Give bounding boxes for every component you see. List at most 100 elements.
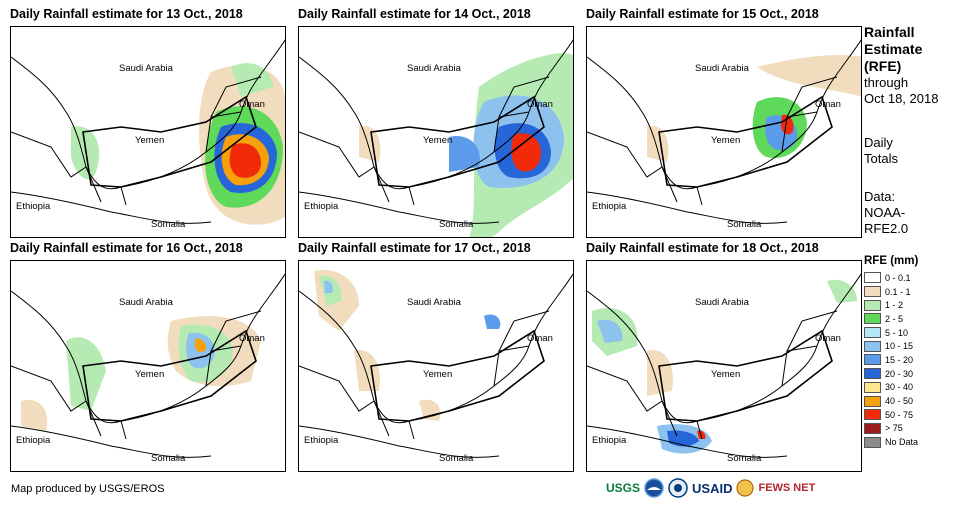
map-panel-16-oct: Daily Rainfall estimate for 16 Oct., 201… xyxy=(10,240,290,472)
label-ethiopia: Ethiopia xyxy=(592,201,627,212)
label-somalia: Somalia xyxy=(439,453,474,464)
map-frame: Saudi Arabia Oman Yemen Ethiopia Somalia xyxy=(298,26,574,238)
rainfall-map xyxy=(587,39,861,224)
side-through: through xyxy=(864,75,909,90)
label-saudi-arabia: Saudi Arabia xyxy=(407,63,461,74)
legend-label: 20 - 30 xyxy=(885,368,914,379)
legend: RFE (mm) 0 - 0.1 0.1 - 1 1 - 2 2 - 5 5 - 10 1… xyxy=(864,255,918,449)
legend-label: 0.1 - 1 xyxy=(885,286,911,297)
rainfall-map xyxy=(299,270,573,458)
label-ethiopia: Ethiopia xyxy=(16,435,51,446)
panel-title: Daily Rainfall estimate for 15 Oct., 201… xyxy=(586,7,819,21)
rainfall-map xyxy=(11,39,285,225)
label-yemen: Yemen xyxy=(711,369,741,380)
legend-item: 2 - 5 xyxy=(864,312,918,326)
legend-swatch xyxy=(864,381,881,393)
rainfall-overlay xyxy=(359,53,573,237)
label-oman: Oman xyxy=(527,99,553,110)
legend-swatch xyxy=(864,368,881,380)
legend-label: 40 - 50 xyxy=(885,396,914,407)
label-somalia: Somalia xyxy=(151,453,186,464)
legend-item: 0 - 0.1 xyxy=(864,271,918,285)
label-saudi-arabia: Saudi Arabia xyxy=(695,297,749,308)
label-saudi-arabia: Saudi Arabia xyxy=(119,63,173,74)
label-saudi-arabia: Saudi Arabia xyxy=(407,297,461,308)
side-data-line3: RFE2.0 xyxy=(864,221,909,236)
legend-title: RFE (mm) xyxy=(864,255,919,267)
label-somalia: Somalia xyxy=(727,219,762,230)
yemen-border xyxy=(370,329,545,422)
legend-label: 2 - 5 xyxy=(885,313,904,324)
label-oman: Oman xyxy=(815,333,841,344)
side-title-line1: Rainfall xyxy=(864,24,915,40)
legend-rows: 0 - 0.1 0.1 - 1 1 - 2 2 - 5 5 - 10 10 - 15 15 … xyxy=(864,271,918,449)
legend-swatch xyxy=(864,299,881,311)
panel-title: Daily Rainfall estimate for 14 Oct., 201… xyxy=(298,7,531,21)
map-frame: Saudi Arabia Oman Yemen Ethiopia Somalia xyxy=(298,260,574,472)
map-panel-14-oct: Daily Rainfall estimate for 14 Oct., 201… xyxy=(298,6,578,238)
label-somalia: Somalia xyxy=(151,219,186,230)
side-title-line2: Estimate xyxy=(864,41,923,57)
map-frame: Saudi Arabia Oman Yemen Ethiopia Somalia xyxy=(10,260,286,472)
side-title-block: Rainfall Estimate (RFE) through Oct 18, … xyxy=(864,24,938,107)
country-borders xyxy=(299,39,573,224)
legend-swatch xyxy=(864,340,881,352)
legend-item: 0.1 - 1 xyxy=(864,285,918,299)
side-date: Oct 18, 2018 xyxy=(864,91,939,106)
label-yemen: Yemen xyxy=(711,135,741,146)
map-panel-18-oct: Daily Rainfall estimate for 18 Oct., 201… xyxy=(586,240,866,472)
legend-swatch xyxy=(864,286,881,298)
legend-label: 5 - 10 xyxy=(885,327,909,338)
logo-bar: USGS USAID FEWS NET xyxy=(606,478,815,498)
yemen-border xyxy=(82,329,257,422)
label-yemen: Yemen xyxy=(135,135,165,146)
rainfall-map xyxy=(587,273,861,458)
legend-label: 15 - 20 xyxy=(885,354,914,365)
panel-title: Daily Rainfall estimate for 17 Oct., 201… xyxy=(298,241,531,255)
legend-label: 1 - 2 xyxy=(885,300,904,311)
label-ethiopia: Ethiopia xyxy=(304,201,339,212)
label-ethiopia: Ethiopia xyxy=(592,435,627,446)
label-somalia: Somalia xyxy=(727,453,762,464)
yemen-border xyxy=(658,329,833,422)
legend-label: 0 - 0.1 xyxy=(885,272,911,283)
legend-label: > 75 xyxy=(885,423,903,434)
side-title-line3: (RFE) xyxy=(864,58,902,74)
yemen-border xyxy=(658,95,833,188)
noaa-logo-icon xyxy=(644,478,664,498)
rainfall-overlay xyxy=(592,279,857,454)
usgs-logo: USGS xyxy=(606,481,641,495)
legend-item: 40 - 50 xyxy=(864,394,918,408)
map-frame: Saudi Arabia Oman Yemen Ethiopia Somalia xyxy=(586,26,862,238)
yemen-border xyxy=(370,95,545,188)
legend-label: 10 - 15 xyxy=(885,341,914,352)
panel-title: Daily Rainfall estimate for 13 Oct., 201… xyxy=(10,7,243,21)
map-panel-13-oct: Daily Rainfall estimate for 13 Oct., 201… xyxy=(10,6,290,238)
map-frame: Saudi Arabia Oman Yemen Ethiopia Somalia xyxy=(10,26,286,238)
legend-swatch xyxy=(864,409,881,421)
usaid-seal-icon xyxy=(668,478,688,498)
footer-credit: Map produced by USGS/EROS xyxy=(11,483,165,495)
rainfall-map xyxy=(299,39,573,237)
side-daily-line2: Totals xyxy=(864,151,898,166)
side-daily-block: Daily Totals xyxy=(864,135,898,167)
label-saudi-arabia: Saudi Arabia xyxy=(695,63,749,74)
fewsnet-globe-icon xyxy=(736,479,755,497)
map-panel-17-oct: Daily Rainfall estimate for 17 Oct., 201… xyxy=(298,240,578,472)
legend-item: 10 - 15 xyxy=(864,339,918,353)
legend-swatch xyxy=(864,395,881,407)
legend-label: 30 - 40 xyxy=(885,382,914,393)
side-daily-line1: Daily xyxy=(864,135,893,150)
legend-swatch xyxy=(864,313,881,325)
label-yemen: Yemen xyxy=(423,369,453,380)
label-ethiopia: Ethiopia xyxy=(16,201,51,212)
label-saudi-arabia: Saudi Arabia xyxy=(119,297,173,308)
usaid-logo: USAID xyxy=(692,480,733,496)
rainfall-overlay xyxy=(71,63,285,225)
side-data-label: Data: xyxy=(864,189,896,204)
legend-swatch xyxy=(864,436,881,448)
rainfall-overlay xyxy=(314,270,501,421)
legend-swatch xyxy=(864,422,881,434)
map-panel-15-oct: Daily Rainfall estimate for 15 Oct., 201… xyxy=(586,6,866,238)
legend-item: 1 - 2 xyxy=(864,298,918,312)
